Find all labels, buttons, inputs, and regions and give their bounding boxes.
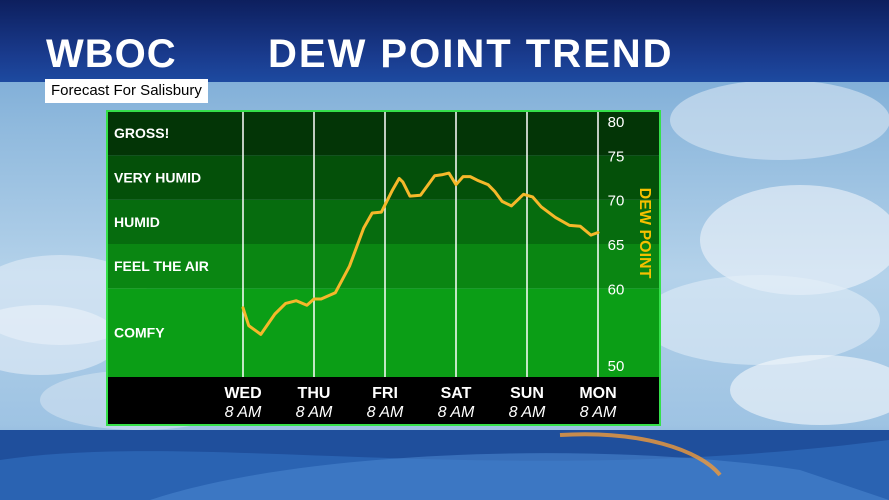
x-tick-day: FRI bbox=[372, 385, 398, 402]
x-tick-time: 8 AM bbox=[438, 404, 475, 421]
page-title: DEW POINT TREND bbox=[268, 32, 674, 76]
dew-point-line bbox=[241, 171, 600, 336]
header-bar bbox=[0, 0, 889, 82]
subtitle: Forecast For Salisbury bbox=[45, 79, 208, 103]
y-tick-label: 75 bbox=[608, 148, 625, 165]
x-tick-time: 8 AM bbox=[580, 404, 617, 421]
x-axis-footer bbox=[107, 377, 660, 425]
y-tick-label: 65 bbox=[608, 237, 625, 254]
y-tick-label: 60 bbox=[608, 281, 625, 298]
x-tick-day: WED bbox=[224, 385, 261, 402]
chart-frame bbox=[106, 110, 661, 426]
band-label: FEEL THE AIR bbox=[114, 258, 209, 274]
x-tick-day: THU bbox=[298, 385, 331, 402]
station-logo: WBOC bbox=[46, 32, 177, 76]
bottom-swoosh bbox=[0, 430, 889, 500]
y-tick-label: 70 bbox=[608, 193, 625, 210]
band-feel-the-air bbox=[107, 244, 660, 289]
y-tick-label: 50 bbox=[608, 358, 625, 375]
band-label: VERY HUMID bbox=[114, 170, 201, 186]
x-tick-day: SUN bbox=[510, 385, 544, 402]
band-label: HUMID bbox=[114, 214, 160, 230]
x-tick-day: MON bbox=[579, 385, 616, 402]
y-axis-label: DEW POINT bbox=[636, 188, 653, 279]
y-tick-label: 80 bbox=[608, 114, 625, 131]
x-tick-time: 8 AM bbox=[296, 404, 333, 421]
x-tick-time: 8 AM bbox=[509, 404, 546, 421]
band-very-humid bbox=[107, 155, 660, 200]
band-gross bbox=[107, 111, 660, 156]
x-tick-day: SAT bbox=[441, 385, 472, 402]
x-tick-time: 8 AM bbox=[367, 404, 404, 421]
band-comfy bbox=[107, 288, 660, 377]
band-label: COMFY bbox=[114, 325, 165, 341]
band-label: GROSS! bbox=[114, 125, 169, 141]
x-tick-time: 8 AM bbox=[225, 404, 262, 421]
